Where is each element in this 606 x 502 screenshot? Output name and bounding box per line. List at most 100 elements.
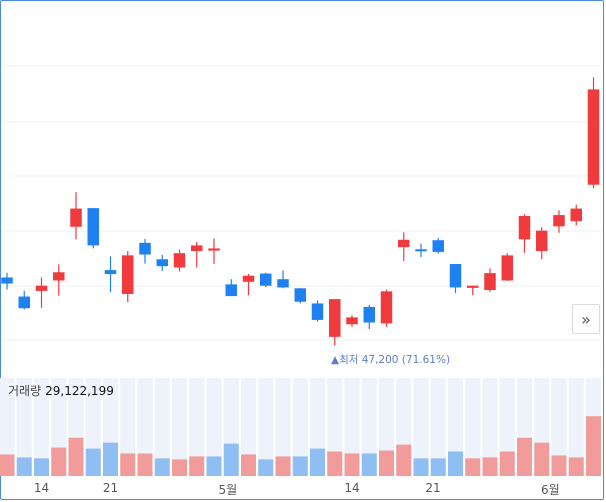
candle-body [398, 239, 410, 248]
volume-bar [430, 458, 446, 476]
volume-bar [379, 450, 394, 476]
volume-column-bg [206, 378, 222, 476]
double-chevron-right-icon: » [581, 309, 591, 329]
volume-bar [499, 451, 515, 476]
candle-body [294, 288, 306, 302]
x-tick-label: 14 [344, 481, 360, 495]
volume-bar [189, 456, 205, 476]
volume-bar [482, 457, 498, 476]
volume-bar [85, 448, 101, 476]
x-tick-label: 14 [33, 481, 50, 495]
volume-bar [68, 437, 84, 476]
volume-bar [103, 442, 118, 476]
volume-bar [34, 458, 49, 476]
volume-bar [586, 416, 601, 476]
volume-bar [51, 447, 67, 476]
x-tick-label: 5월 [218, 483, 238, 497]
candle-body [467, 285, 479, 288]
volume-bar [223, 443, 239, 476]
volume-column-bg [430, 378, 446, 476]
volume-bar [0, 454, 15, 476]
volume-bar [310, 448, 325, 476]
candle-body [173, 253, 186, 268]
volume-bar [16, 457, 32, 476]
volume-column-bg [413, 378, 429, 476]
volume-column-bg [344, 378, 360, 476]
candle-body [139, 242, 151, 255]
volume-bar [258, 459, 274, 476]
volume-column-bg [240, 378, 257, 476]
candle-body [484, 273, 496, 291]
volume-bar [361, 453, 377, 476]
volume-title: 거래량 [8, 384, 42, 398]
volume-label: 거래량 29,122,199 [8, 382, 114, 399]
candle-body [346, 317, 358, 325]
volume-bar [241, 454, 256, 476]
volume-value: 29,122,199 [45, 384, 114, 398]
next-page-button[interactable]: » [572, 304, 600, 334]
x-tick-label: 21 [102, 481, 119, 495]
candle-body [380, 291, 393, 324]
volume-column-bg [482, 378, 498, 476]
candle-body [277, 279, 289, 288]
candle-body [311, 303, 324, 320]
volume-column-bg [189, 378, 205, 476]
candle-body [587, 89, 600, 185]
volume-bar [137, 453, 153, 476]
volume-column-bg [33, 378, 50, 476]
volume-bar [120, 453, 136, 476]
candle-body [208, 248, 220, 251]
candle-body [35, 285, 48, 291]
volume-column-bg [568, 378, 584, 476]
candle-body [225, 284, 237, 297]
volume-bar [396, 444, 412, 476]
volume-bar [465, 458, 481, 476]
volume-column-bg [0, 378, 15, 476]
x-tick-label: 21 [425, 481, 441, 495]
candle-body [415, 249, 427, 252]
volume-column-bg [275, 378, 291, 476]
volume-column-bg [120, 378, 136, 476]
low-price-annotation: ▲최저 47,200 (71.61%) [331, 354, 451, 366]
volume-column-bg [154, 378, 170, 476]
x-tick-label: 6월 [541, 483, 560, 497]
volume-bar [344, 453, 360, 476]
volume-column-bg [292, 378, 308, 476]
candle-body [18, 296, 30, 309]
volume-bar [534, 442, 550, 476]
volume-bar [275, 456, 291, 476]
candle-body [518, 215, 531, 240]
candle-body [191, 245, 203, 252]
candle-body [156, 259, 168, 267]
candle-body [70, 208, 82, 227]
candle-body [570, 208, 582, 222]
candle-body [260, 273, 272, 286]
candle-body [53, 272, 65, 281]
candle-body [1, 277, 13, 284]
volume-bar [568, 457, 584, 476]
candle-body [87, 208, 99, 246]
candle-body [536, 230, 548, 252]
volume-bar [517, 437, 532, 476]
volume-bar [413, 458, 429, 476]
volume-bar [206, 456, 222, 476]
volume-column-bg [137, 378, 153, 476]
candle-body [329, 299, 341, 337]
volume-bar [172, 459, 187, 476]
candle-body [122, 255, 134, 294]
volume-column-bg [258, 378, 274, 476]
candle-body [553, 215, 565, 227]
volume-bar [154, 458, 170, 476]
candle-body [449, 264, 462, 288]
volume-column-bg [171, 378, 188, 476]
volume-column-bg [16, 378, 32, 476]
candle-body [242, 275, 255, 282]
candle-body [501, 255, 513, 281]
candle-body [432, 240, 444, 252]
volume-bar [551, 455, 567, 476]
volume-bar [327, 451, 343, 476]
volume-column-bg [361, 378, 377, 476]
candle-body [104, 270, 117, 274]
